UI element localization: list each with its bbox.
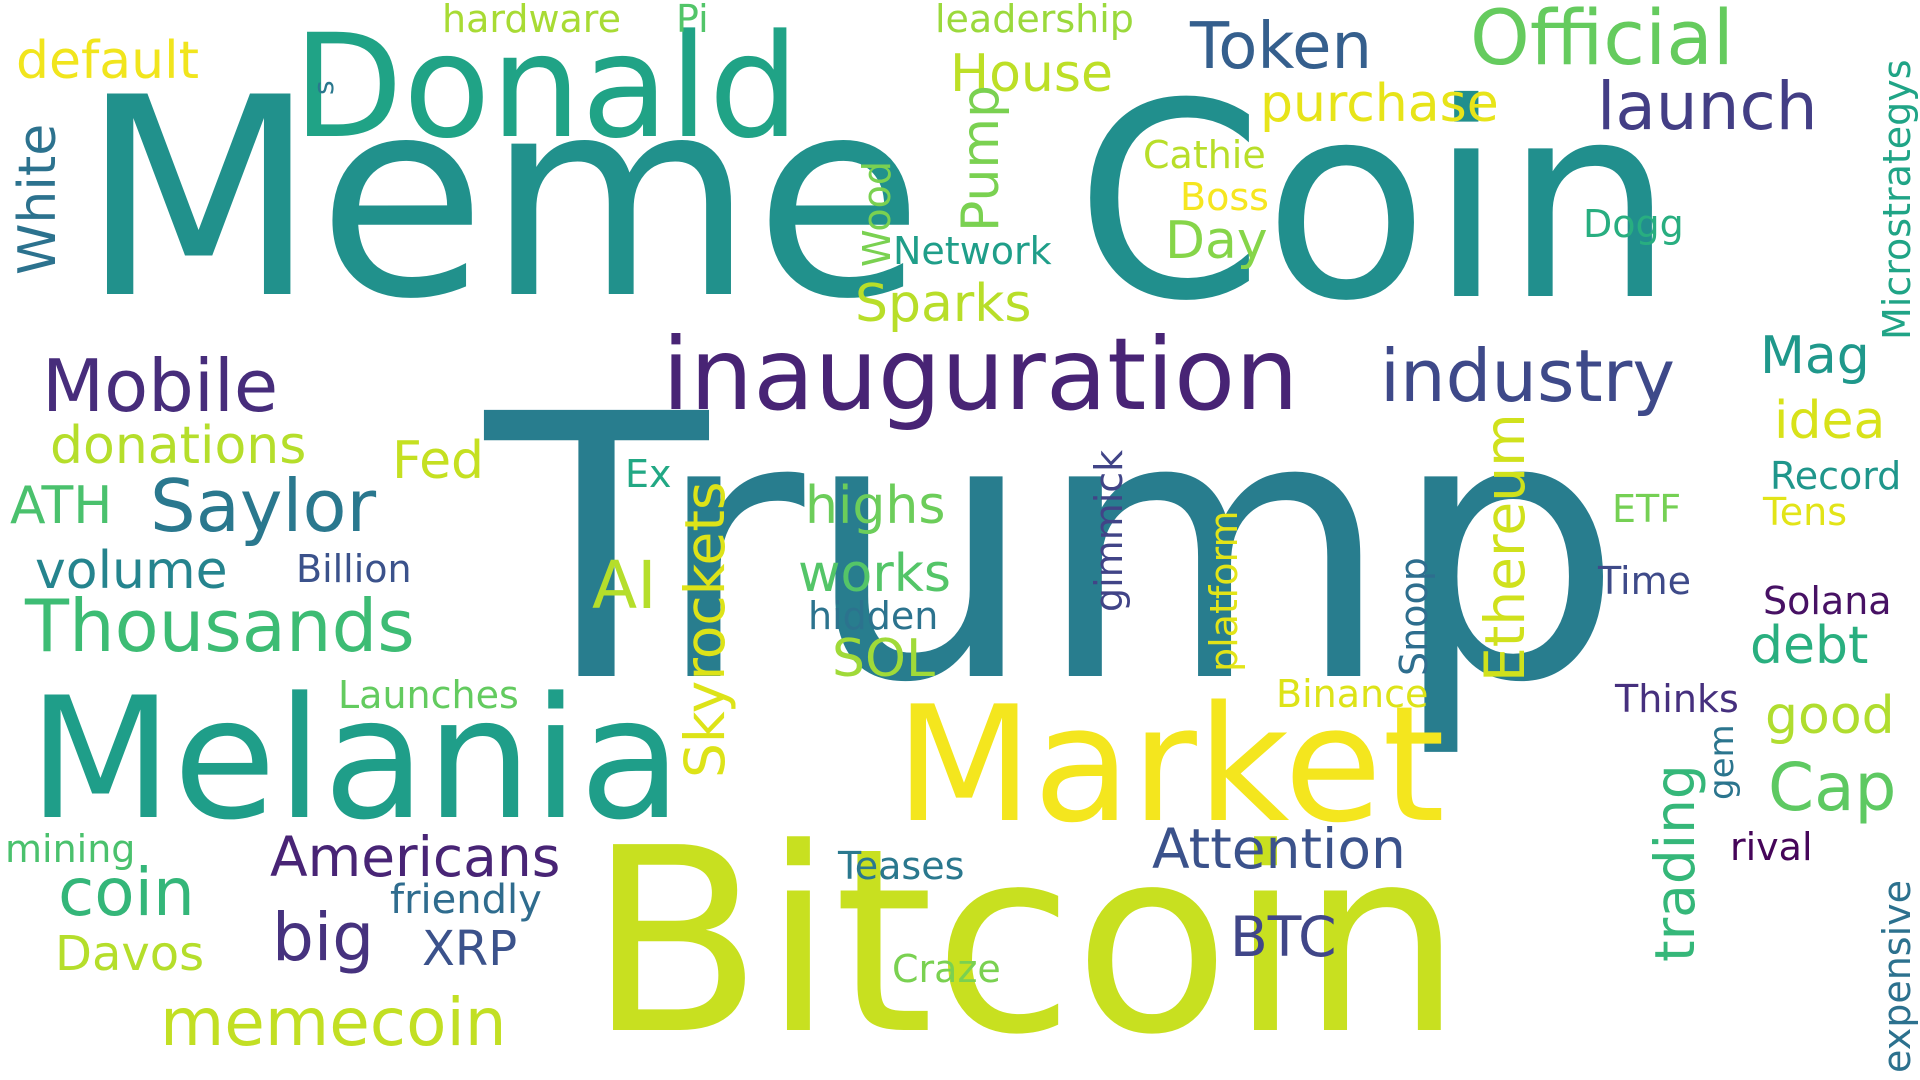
word-hidden: hidden — [808, 594, 939, 638]
word-bitcoin: Bitcoin — [588, 794, 1463, 1080]
word-teases: Teases — [838, 844, 965, 888]
word-attention: Attention — [1152, 817, 1406, 881]
word-thinks: Thinks — [1615, 677, 1739, 721]
word-etf: ETF — [1612, 487, 1682, 531]
word-solana: Solana — [1763, 579, 1892, 623]
word-donald: Donald — [293, 3, 800, 170]
word-leadership: leadership — [935, 0, 1134, 41]
word-ethereum: Ethereum — [1473, 413, 1537, 682]
word-time: Time — [1598, 559, 1691, 603]
word-donations: donations — [50, 416, 307, 476]
word-craze: Craze — [892, 947, 1001, 991]
word-good: good — [1765, 686, 1895, 746]
word-big: big — [272, 899, 375, 976]
word-davos: Davos — [55, 926, 205, 982]
word-sparks: Sparks — [855, 274, 1032, 334]
word-trump: Trump — [485, 338, 1623, 763]
word-skyrockets: Skyrockets — [673, 481, 737, 778]
word-launch: launch — [1597, 68, 1818, 145]
word-sol: SOL — [832, 629, 935, 689]
word-tens: Tens — [1763, 490, 1848, 534]
word-default: default — [16, 31, 199, 91]
word-snoop: Snoop — [1392, 557, 1436, 676]
word-white: White — [8, 123, 68, 275]
word-mining: mining — [5, 827, 136, 871]
word-gem: gem — [1702, 724, 1742, 800]
word-thousands: Thousands — [25, 584, 415, 668]
word-day: Day — [1165, 211, 1268, 271]
word-highs: highs — [805, 476, 946, 536]
word-ex: Ex — [625, 452, 672, 496]
word-melania: Melania — [28, 661, 683, 857]
word-fed: Fed — [392, 431, 485, 491]
word-rival: rival — [1730, 825, 1813, 869]
word-pump: Pump — [951, 84, 1011, 232]
word-platform: platform — [1202, 510, 1246, 672]
word-pi: Pi — [676, 0, 709, 41]
word-idea: idea — [1774, 391, 1886, 451]
word-meme: Meme — [80, 39, 924, 359]
word-market: Market — [895, 671, 1445, 858]
word-debt: debt — [1750, 616, 1869, 676]
word-billion: Billion — [296, 547, 412, 591]
word-dogg: Dogg — [1583, 202, 1684, 246]
word-saylor: Saylor — [150, 464, 377, 548]
word-wood: Wood — [855, 161, 899, 267]
word-token: Token — [1190, 10, 1373, 84]
word-official: Official — [1470, 0, 1734, 82]
word-purchase: purchase — [1260, 74, 1499, 134]
word-americans: Americans — [270, 825, 561, 889]
word-memecoin: memecoin — [160, 984, 507, 1061]
word-gimmick: gimmick — [1087, 449, 1131, 612]
word-expensive: expensive — [1875, 879, 1919, 1073]
word-record: Record — [1770, 454, 1902, 498]
word-volume: volume — [35, 541, 228, 601]
word-friendly: friendly — [390, 877, 542, 923]
word-inauguration: inauguration — [662, 316, 1299, 433]
word-ath: ATH — [10, 476, 113, 536]
word-launches: Launches — [338, 673, 519, 717]
word-coin: Coin — [1075, 45, 1675, 360]
word-trading: trading — [1643, 764, 1707, 962]
word-binance: Binance — [1276, 672, 1429, 716]
word-cap: Cap — [1768, 749, 1897, 826]
word-mobile: Mobile — [42, 344, 279, 428]
word-industry: industry — [1380, 334, 1675, 418]
word-boss: Boss — [1180, 175, 1269, 219]
word-cathie: Cathie — [1143, 133, 1266, 177]
word-works: works — [798, 544, 951, 604]
word-microstrategys: Microstrategys — [1875, 59, 1919, 340]
word-ai: AI — [592, 547, 657, 624]
word-xrp: XRP — [422, 921, 518, 977]
word-network: Network — [893, 229, 1052, 273]
word-coin-small: coin — [58, 854, 195, 931]
word-hardware: hardware — [442, 0, 621, 41]
word-s: s — [307, 80, 340, 95]
word-btc: BTC — [1230, 905, 1337, 969]
word-mag: Mag — [1760, 326, 1870, 386]
word-house: House — [950, 44, 1113, 104]
